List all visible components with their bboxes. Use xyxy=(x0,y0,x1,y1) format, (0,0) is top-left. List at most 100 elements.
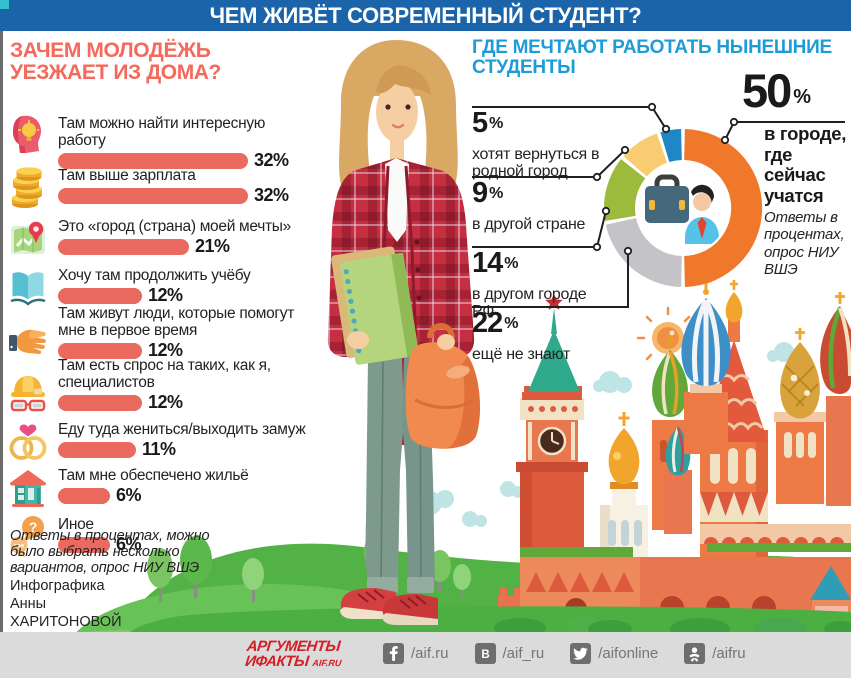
survey-bar xyxy=(58,536,110,553)
survey-bar xyxy=(58,187,248,204)
donut-callout: 9% в другой стране xyxy=(472,179,607,234)
reasons-panel: ЗАЧЕМ МОЛОДЁЖЬ УЕЗЖАЕТ ИЗ ДОМА? Там можн… xyxy=(8,31,338,632)
survey-pct: 32% xyxy=(254,185,289,205)
author-credit: Инфографика Анны ХАРИТОНОВОЙ xyxy=(10,578,122,631)
tshirt xyxy=(385,158,409,242)
survey-row: ? Иное 6% xyxy=(10,516,316,558)
blue-dome-tower xyxy=(681,276,731,454)
callout-label: в другой стране xyxy=(472,216,586,233)
survey-pct: 6% xyxy=(116,534,142,554)
survey-answer-label: Там выше зарплата xyxy=(58,167,196,184)
twitter-icon xyxy=(570,643,592,664)
survey-pct: 12% xyxy=(148,340,183,360)
stat-50-value: 50% xyxy=(742,64,812,117)
face xyxy=(376,82,418,142)
survey-bar xyxy=(58,487,110,504)
survey-row: Еду туда жениться/выходить замуж 11% xyxy=(9,421,316,460)
facebook-icon xyxy=(383,643,404,664)
head-idea-icon xyxy=(8,113,48,157)
survey-row: Хочу там продолжить учёбу 12% xyxy=(10,267,316,306)
survey-pct: 32% xyxy=(254,150,289,170)
survey-row: Это «город (страна) моей мечты» 21% xyxy=(11,218,316,256)
callout-value: 5% xyxy=(472,107,504,139)
footer-bar: АРГУМЕНТЫ ИФАКТЫ AIF.RU /aif.ru B/aif_ru/a… xyxy=(0,632,851,678)
survey-answer-label: Это «город (страна) моей мечты» xyxy=(58,218,291,235)
survey-bar xyxy=(58,342,142,359)
coins-icon xyxy=(8,165,48,209)
hand-icon xyxy=(8,317,48,361)
social-link[interactable]: /aifonline xyxy=(570,643,658,664)
donut-callout: 22% ещё не знают xyxy=(472,309,607,364)
hardhat-icon xyxy=(8,369,48,413)
social-link[interactable]: /aif.ru xyxy=(383,643,449,664)
sneakers xyxy=(340,588,438,625)
survey-answer-label: Еду туда жениться/выходить замуж xyxy=(58,421,306,438)
dream-jobs-panel: ГДЕ МЕЧТАЮТ РАБОТАТЬ НЫНЕШНИЕ СТУДЕНТЫ 5… xyxy=(470,31,851,632)
donut-callout: 5% хотят вернуться в родной город xyxy=(472,109,607,181)
page-title: ЧЕМ ЖИВЁТ СОВРЕМЕННЫЙ СТУДЕНТ? xyxy=(209,3,642,28)
briefcase-person-icon xyxy=(637,162,729,254)
backpack xyxy=(405,323,480,449)
survey-pct: 11% xyxy=(142,439,176,459)
survey-answer-label: Там есть спрос на таких, как я, специали… xyxy=(58,357,271,391)
house-icon xyxy=(8,465,48,509)
social-links: /aif.ru B/aif_ru/aifonline/aifru xyxy=(383,643,746,664)
social-link[interactable]: /aifru xyxy=(684,643,746,664)
book-icon xyxy=(8,265,48,309)
stat-50-label: в городе, где сейчас учатся xyxy=(764,123,847,207)
kremlin-illustration xyxy=(130,276,851,640)
ok-icon xyxy=(684,643,706,664)
left-hand xyxy=(347,331,369,349)
survey-bar xyxy=(58,152,248,169)
teal-dome-tower xyxy=(664,426,692,534)
red-striped-dome-tower xyxy=(820,292,851,506)
callout-value: 9% xyxy=(472,177,504,209)
callout-value: 22% xyxy=(472,307,519,339)
aif-logo: АРГУМЕНТЫ ИФАКТЫ AIF.RU xyxy=(244,638,342,670)
survey-pct: 21% xyxy=(195,236,230,256)
chat-icon: ? xyxy=(8,514,48,558)
survey-answer-label: Иное xyxy=(58,516,94,533)
bangs xyxy=(376,65,431,95)
dream-jobs-heading: ГДЕ МЕЧТАЮТ РАБОТАТЬ НЫНЕШНИЕ СТУДЕНТЫ xyxy=(472,37,832,78)
accent-corner xyxy=(0,0,9,9)
reasons-heading: ЗАЧЕМ МОЛОДЁЖЬ УЕЗЖАЕТ ИЗ ДОМА? xyxy=(10,39,221,85)
callout-label: ещё не знают xyxy=(472,346,571,363)
stat-50: 50% xyxy=(742,67,847,114)
social-link[interactable]: B/aif_ru xyxy=(474,643,545,664)
survey-answer-label: Там можно найти интересную работу xyxy=(58,115,266,149)
right-hand xyxy=(437,334,455,350)
map-icon xyxy=(8,216,48,260)
callout-value: 14% xyxy=(472,247,519,279)
survey-bar xyxy=(58,394,142,411)
survey-row: Там есть спрос на таких, как я, специали… xyxy=(10,357,316,412)
donut-slice xyxy=(660,129,682,162)
social-handle: /aif.ru xyxy=(411,645,449,662)
clouds xyxy=(412,342,804,527)
survey-answer-label: Там живут люди, которые помогут мне в пе… xyxy=(58,305,295,339)
donut-chart xyxy=(604,129,763,287)
survey-row: Там мне обеспечено жильё 6% xyxy=(10,467,316,507)
svg-text:?: ? xyxy=(29,519,38,535)
svg-text:B: B xyxy=(481,649,489,661)
donut-note: Ответы в процентах, опрос НИУ ВШЭ xyxy=(764,209,845,278)
rings-icon xyxy=(8,419,48,463)
right-sleeve xyxy=(436,170,470,340)
donut-slice xyxy=(623,133,668,177)
social-handle: /aif_ru xyxy=(502,645,545,662)
left-edge-rule xyxy=(0,31,3,632)
survey-pct: 12% xyxy=(148,392,183,412)
gold-net-dome-tower xyxy=(774,328,826,504)
reasons-footnote: Ответы в процентах, можно было выбрать н… xyxy=(10,528,210,577)
title-bar: ЧЕМ ЖИВЁТ СОВРЕМЕННЫЙ СТУДЕНТ? xyxy=(0,0,851,31)
social-handle: /aifru xyxy=(712,645,746,662)
survey-pct: 12% xyxy=(148,285,183,305)
callout-label: хотят вернуться в родной город xyxy=(472,146,600,180)
survey-bar xyxy=(58,238,189,255)
survey-bar xyxy=(58,287,142,304)
hair xyxy=(339,40,458,192)
survey-row: Там выше зарплата 32% xyxy=(12,167,316,208)
donut-slice xyxy=(605,218,682,287)
